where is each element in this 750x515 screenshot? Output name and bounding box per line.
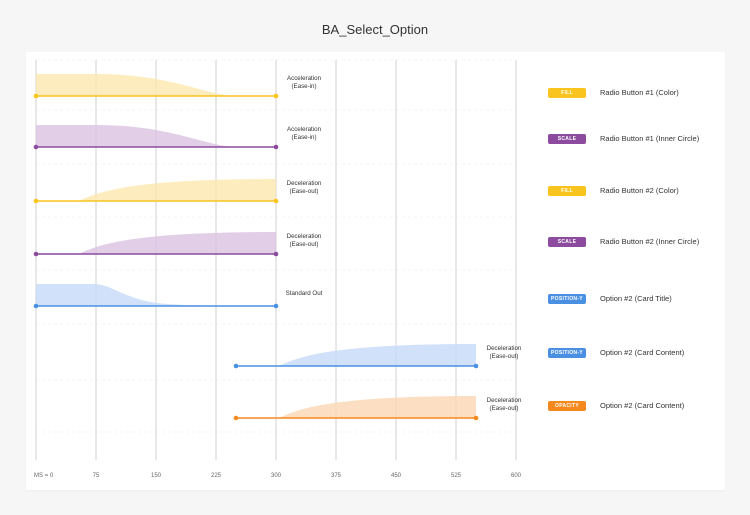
- duration-end-dot: [273, 93, 279, 99]
- curve-label-sub: (Ease-out): [490, 353, 519, 360]
- timeline-card: Acceleration (Ease-in) Acceleration (Ease-i…: [26, 52, 725, 490]
- timeline-chart: Acceleration(Ease-in)Acceleration(Ease-i…: [33, 59, 522, 479]
- property-badge: SCALE: [548, 134, 586, 144]
- duration-start-dot: [233, 363, 239, 369]
- axis-tick-label: 450: [391, 473, 402, 479]
- property-label: Option #2 (Card Title): [600, 294, 672, 303]
- duration-end-dot: [273, 251, 279, 257]
- track: Acceleration(Ease-in): [33, 125, 322, 150]
- easing-curve-area: [36, 284, 276, 306]
- curve-label-sub: (Ease-in): [291, 83, 316, 90]
- axis-tick-label: 375: [331, 473, 342, 479]
- duration-end-dot: [473, 415, 479, 421]
- track-layer: Acceleration(Ease-in)Acceleration(Ease-i…: [33, 74, 522, 421]
- property-label: Option #2 (Card Content): [600, 348, 685, 357]
- easing-curve-area: [79, 232, 276, 254]
- property-label: Radio Button #2 (Color): [600, 186, 679, 195]
- legend-row: POSITION-Y Option #2 (Card Title): [548, 292, 672, 306]
- property-label: Radio Button #2 (Inner Circle): [600, 237, 700, 246]
- property-badge: FILL: [548, 88, 586, 98]
- axis-tick-label: 525: [451, 473, 462, 479]
- duration-end-dot: [273, 144, 279, 150]
- curve-label: Acceleration: [287, 126, 322, 133]
- easing-curve-area: [36, 74, 233, 96]
- track: Deceleration(Ease-out): [33, 179, 322, 204]
- axis-tick-label: 600: [511, 473, 522, 479]
- duration-start-dot: [33, 303, 39, 309]
- property-badge: POSITION-Y: [548, 348, 586, 358]
- duration-end-dot: [473, 363, 479, 369]
- property-badge: FILL: [548, 186, 586, 196]
- curve-label: Deceleration: [287, 180, 322, 187]
- track: Deceleration(Ease-out): [233, 396, 522, 421]
- curve-label-sub: (Ease-out): [490, 405, 519, 412]
- easing-curve-area: [36, 125, 233, 147]
- curve-label: Deceleration: [287, 233, 322, 240]
- axis-tick-label: 225: [211, 473, 222, 479]
- easing-curve-area: [79, 179, 276, 201]
- legend-row: FILL Radio Button #1 (Color): [548, 86, 679, 100]
- property-label: Option #2 (Card Content): [600, 401, 685, 410]
- tick-label-layer: MS = 0 75 150 225 300 375 450 525 600: [34, 473, 522, 479]
- duration-end-dot: [273, 303, 279, 309]
- property-badge: POSITION-Y: [548, 294, 586, 304]
- curve-label: Deceleration: [487, 397, 522, 404]
- curve-label-sub: (Ease-in): [291, 134, 316, 141]
- curve-label-sub: (Ease-out): [290, 188, 319, 195]
- legend-row: SCALE Radio Button #1 (Inner Circle): [548, 132, 699, 146]
- track: Acceleration(Ease-in): [33, 74, 322, 99]
- duration-start-dot: [33, 93, 39, 99]
- duration-start-dot: [33, 198, 39, 204]
- duration-end-dot: [273, 198, 279, 204]
- property-label: Radio Button #1 (Inner Circle): [600, 134, 700, 143]
- legend-row: SCALE Radio Button #2 (Inner Circle): [548, 235, 699, 249]
- axis-tick-label: 300: [271, 473, 282, 479]
- axis-tick-label: 150: [151, 473, 162, 479]
- track: Standard Out: [33, 284, 323, 309]
- legend-row: POSITION-Y Option #2 (Card Content): [548, 346, 684, 360]
- duration-start-dot: [33, 251, 39, 257]
- property-badge: SCALE: [548, 237, 586, 247]
- axis-tick-label: MS = 0: [34, 473, 54, 479]
- curve-label: Deceleration: [487, 345, 522, 352]
- easing-curve-area: [279, 344, 476, 366]
- curve-label: Acceleration: [287, 75, 322, 82]
- property-badge: OPACITY: [548, 401, 586, 411]
- page-title: BA_Select_Option: [321, 22, 429, 37]
- curve-label-sub: (Ease-out): [290, 241, 319, 248]
- curve-label: Standard Out: [286, 290, 323, 297]
- easing-curve-area: [279, 396, 476, 418]
- axis-tick-label: 75: [93, 473, 100, 479]
- legend-row: OPACITY Option #2 (Card Content): [548, 399, 684, 413]
- track: Deceleration(Ease-out): [33, 232, 322, 257]
- property-label: Radio Button #1 (Color): [600, 88, 679, 97]
- duration-start-dot: [33, 144, 39, 150]
- duration-start-dot: [233, 415, 239, 421]
- track: Deceleration(Ease-out): [233, 344, 522, 369]
- legend-row: FILL Radio Button #2 (Color): [548, 184, 679, 198]
